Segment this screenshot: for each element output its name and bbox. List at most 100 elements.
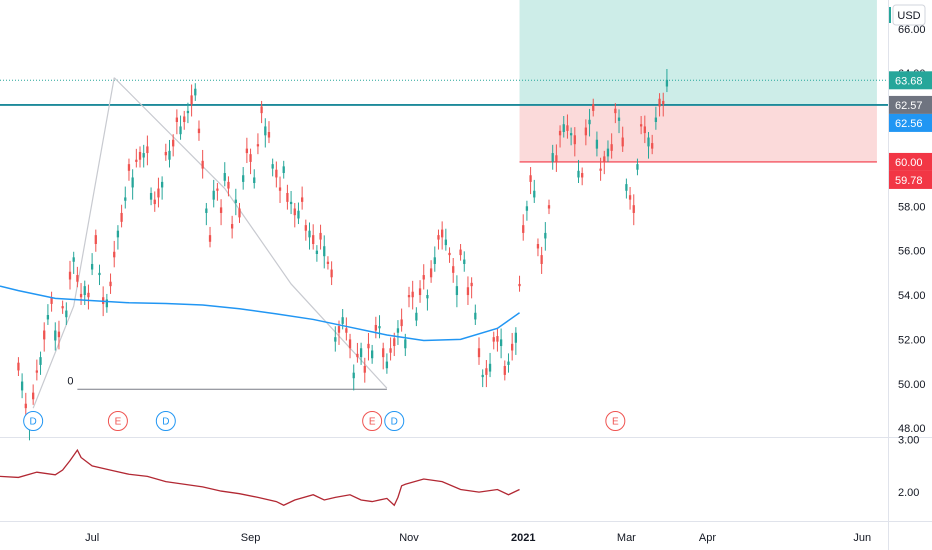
candle-body: [628, 195, 632, 200]
candle-body: [113, 251, 116, 258]
price-tag: [889, 113, 932, 132]
candle-body: [603, 156, 606, 162]
dividend-marker-label: D: [162, 417, 169, 428]
candle-body: [352, 372, 355, 379]
candle-body: [183, 116, 186, 123]
candle-body: [17, 362, 20, 371]
currency-marker: [889, 7, 891, 23]
candle-body: [337, 326, 341, 333]
profit-zone: [519, 0, 877, 105]
candle-body: [39, 357, 42, 365]
candle-body: [481, 374, 484, 378]
candle-body: [522, 225, 525, 233]
candle-body: [304, 225, 307, 231]
candle-body: [496, 336, 499, 342]
price-tag-label: 60.00: [895, 157, 923, 169]
candle-body: [315, 250, 319, 254]
earnings-marker-label: E: [115, 417, 122, 428]
dividend-marker-label: D: [30, 417, 37, 428]
candle-body: [76, 275, 79, 282]
pattern-line: [113, 77, 388, 389]
candle-body: [466, 287, 470, 296]
candle-body: [632, 205, 635, 213]
price-tag-label: 62.56: [895, 118, 923, 130]
candle-body: [212, 190, 215, 200]
candle-body: [422, 275, 425, 280]
candle-body: [488, 363, 492, 372]
candle-body: [175, 117, 179, 123]
candle-body: [32, 392, 35, 400]
candle-body: [234, 199, 237, 203]
candle-body: [363, 366, 366, 373]
loss-zone: [519, 104, 877, 162]
candle-body: [566, 125, 569, 131]
candle-body: [514, 332, 517, 343]
candle-body: [474, 312, 477, 320]
candle-body: [441, 229, 444, 238]
candle-body: [120, 212, 123, 222]
time-tick-label: Nov: [399, 532, 419, 544]
time-tick-label: Apr: [699, 532, 716, 544]
dividend-marker-label: D: [391, 417, 398, 428]
candle-body: [485, 368, 488, 375]
candle-body: [610, 144, 613, 151]
indicator-tick-label: 3.00: [898, 435, 919, 447]
candle-body: [407, 295, 411, 298]
candle-body: [374, 324, 377, 331]
time-tick-label: Jul: [85, 532, 99, 544]
candle-body: [341, 317, 344, 324]
candle-body: [647, 137, 650, 147]
candle-body: [595, 139, 599, 149]
earnings-marker: [362, 411, 383, 431]
candle-body: [131, 177, 134, 188]
candle-body: [138, 151, 142, 160]
earnings-marker-label: E: [612, 417, 619, 428]
candle-body: [477, 348, 481, 358]
dividend-marker: [384, 411, 405, 431]
price-tick-label: 48.00: [898, 423, 926, 435]
pattern-line: [32, 77, 115, 409]
candle-body: [245, 148, 249, 154]
candle-body: [555, 155, 558, 162]
candle-body: [511, 343, 514, 351]
indicator-line: [0, 448, 520, 507]
candle-body: [50, 297, 53, 304]
indicator-tick-label: 2.00: [898, 487, 919, 499]
candle-body: [662, 100, 665, 105]
earnings-marker: [107, 411, 128, 431]
candle-body: [242, 175, 245, 182]
candle-body: [359, 348, 363, 358]
candle-body: [289, 201, 293, 205]
price-tag: [889, 95, 932, 114]
candle-body: [525, 206, 529, 211]
candle-body: [149, 192, 153, 200]
candle-body: [562, 124, 565, 132]
candle-body: [190, 95, 193, 105]
candle-body: [297, 210, 300, 219]
candle-body: [599, 168, 602, 171]
candle-body: [116, 230, 120, 238]
candle-body: [426, 295, 429, 299]
candle-body: [617, 117, 621, 121]
candle-body: [179, 126, 182, 135]
candle-body: [282, 166, 285, 174]
candle-body: [518, 283, 521, 287]
candle-body: [492, 337, 495, 342]
candle-body: [124, 197, 127, 201]
candle-body: [433, 257, 436, 264]
candle-body: [208, 235, 212, 242]
price-tag: [889, 170, 932, 189]
candle-body: [503, 366, 506, 375]
candle-body: [43, 330, 46, 340]
candle-body: [326, 261, 330, 264]
candle-body: [614, 108, 617, 114]
candle-body: [275, 169, 278, 178]
candle-body: [230, 224, 234, 229]
dividend-marker: [23, 411, 44, 431]
candle-body: [216, 188, 219, 191]
price-tick-label: 50.00: [898, 379, 926, 391]
dividend-marker: [155, 411, 176, 431]
zero-baseline-label: 0: [67, 375, 73, 387]
